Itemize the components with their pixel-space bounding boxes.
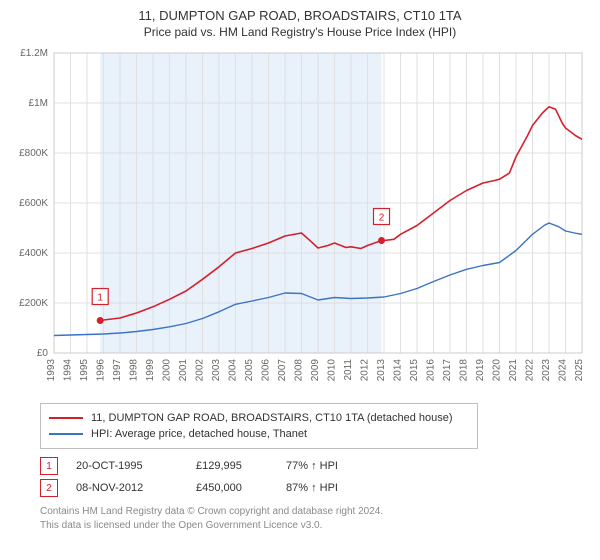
svg-text:2013: 2013 — [376, 359, 387, 382]
svg-text:£1M: £1M — [29, 98, 48, 109]
svg-text:£200K: £200K — [19, 298, 48, 309]
svg-text:2005: 2005 — [244, 359, 255, 382]
svg-text:£600K: £600K — [19, 198, 48, 209]
svg-text:£0: £0 — [37, 348, 49, 359]
svg-text:1994: 1994 — [63, 359, 74, 382]
footer-line: This data is licensed under the Open Gov… — [40, 519, 594, 533]
svg-text:1998: 1998 — [129, 359, 140, 382]
svg-text:1993: 1993 — [46, 359, 57, 382]
svg-text:2019: 2019 — [475, 359, 486, 382]
svg-text:2020: 2020 — [492, 359, 503, 382]
svg-text:2015: 2015 — [409, 359, 420, 382]
svg-text:2025: 2025 — [574, 359, 585, 382]
svg-text:2007: 2007 — [277, 359, 288, 382]
legend-label: HPI: Average price, detached house, Than… — [91, 428, 307, 440]
svg-text:2009: 2009 — [310, 359, 321, 382]
svg-text:2017: 2017 — [442, 359, 453, 382]
marker-number-box: 2 — [40, 479, 58, 497]
legend-swatch-red — [49, 417, 83, 419]
svg-text:1997: 1997 — [112, 359, 123, 382]
svg-text:2: 2 — [379, 213, 385, 224]
svg-text:£1.2M: £1.2M — [20, 48, 48, 59]
marker-price: £129,995 — [196, 460, 286, 472]
marker-table: 1 20-OCT-1995£129,99577% ↑ HPI 2 08-NOV-201… — [40, 455, 594, 499]
marker-hpi: 77% ↑ HPI — [286, 460, 338, 472]
marker-row: 2 08-NOV-2012£450,00087% ↑ HPI — [40, 477, 594, 499]
marker-row: 1 20-OCT-1995£129,99577% ↑ HPI — [40, 455, 594, 477]
svg-text:£800K: £800K — [19, 148, 48, 159]
svg-text:2012: 2012 — [360, 359, 371, 382]
legend-item-price-paid: 11, DUMPTON GAP ROAD, BROADSTAIRS, CT10 … — [49, 410, 469, 426]
svg-text:2001: 2001 — [178, 359, 189, 382]
svg-text:2016: 2016 — [426, 359, 437, 382]
svg-text:2010: 2010 — [327, 359, 338, 382]
marker-date: 20-OCT-1995 — [76, 460, 196, 472]
legend-item-hpi: HPI: Average price, detached house, Than… — [49, 426, 469, 442]
svg-text:2014: 2014 — [393, 359, 404, 382]
svg-text:1999: 1999 — [145, 359, 156, 382]
svg-text:2022: 2022 — [525, 359, 536, 382]
svg-text:1: 1 — [97, 293, 103, 304]
legend-swatch-blue — [49, 433, 83, 435]
svg-text:2002: 2002 — [195, 359, 206, 382]
marker-price: £450,000 — [196, 482, 286, 494]
svg-text:2011: 2011 — [343, 359, 354, 381]
svg-text:2003: 2003 — [211, 359, 222, 382]
page-title: 11, DUMPTON GAP ROAD, BROADSTAIRS, CT10 … — [6, 8, 594, 23]
svg-text:1995: 1995 — [79, 359, 90, 382]
svg-text:2008: 2008 — [294, 359, 305, 382]
marker-number-box: 1 — [40, 457, 58, 475]
price-chart: £0 £200K £400K £600K £800K £1M £1.2M 1993 1994 19… — [6, 45, 594, 395]
svg-text:2024: 2024 — [558, 359, 569, 382]
footer-line: Contains HM Land Registry data © Crown c… — [40, 505, 594, 519]
legend-box: 11, DUMPTON GAP ROAD, BROADSTAIRS, CT10 … — [40, 403, 478, 449]
legend-label: 11, DUMPTON GAP ROAD, BROADSTAIRS, CT10 … — [91, 412, 453, 424]
svg-text:2004: 2004 — [228, 359, 239, 382]
marker-date: 08-NOV-2012 — [76, 482, 196, 494]
svg-text:2006: 2006 — [261, 359, 272, 382]
svg-text:1996: 1996 — [96, 359, 107, 382]
footer-attribution: Contains HM Land Registry data © Crown c… — [40, 505, 594, 532]
svg-text:2018: 2018 — [459, 359, 470, 382]
page-subtitle: Price paid vs. HM Land Registry's House … — [6, 25, 594, 39]
svg-text:2021: 2021 — [508, 359, 519, 382]
chart-container: £0 £200K £400K £600K £800K £1M £1.2M 1993 1994 19… — [6, 45, 594, 395]
svg-text:2000: 2000 — [162, 359, 173, 382]
marker-hpi: 87% ↑ HPI — [286, 482, 338, 494]
svg-text:2023: 2023 — [541, 359, 552, 382]
svg-text:£400K: £400K — [19, 248, 48, 259]
